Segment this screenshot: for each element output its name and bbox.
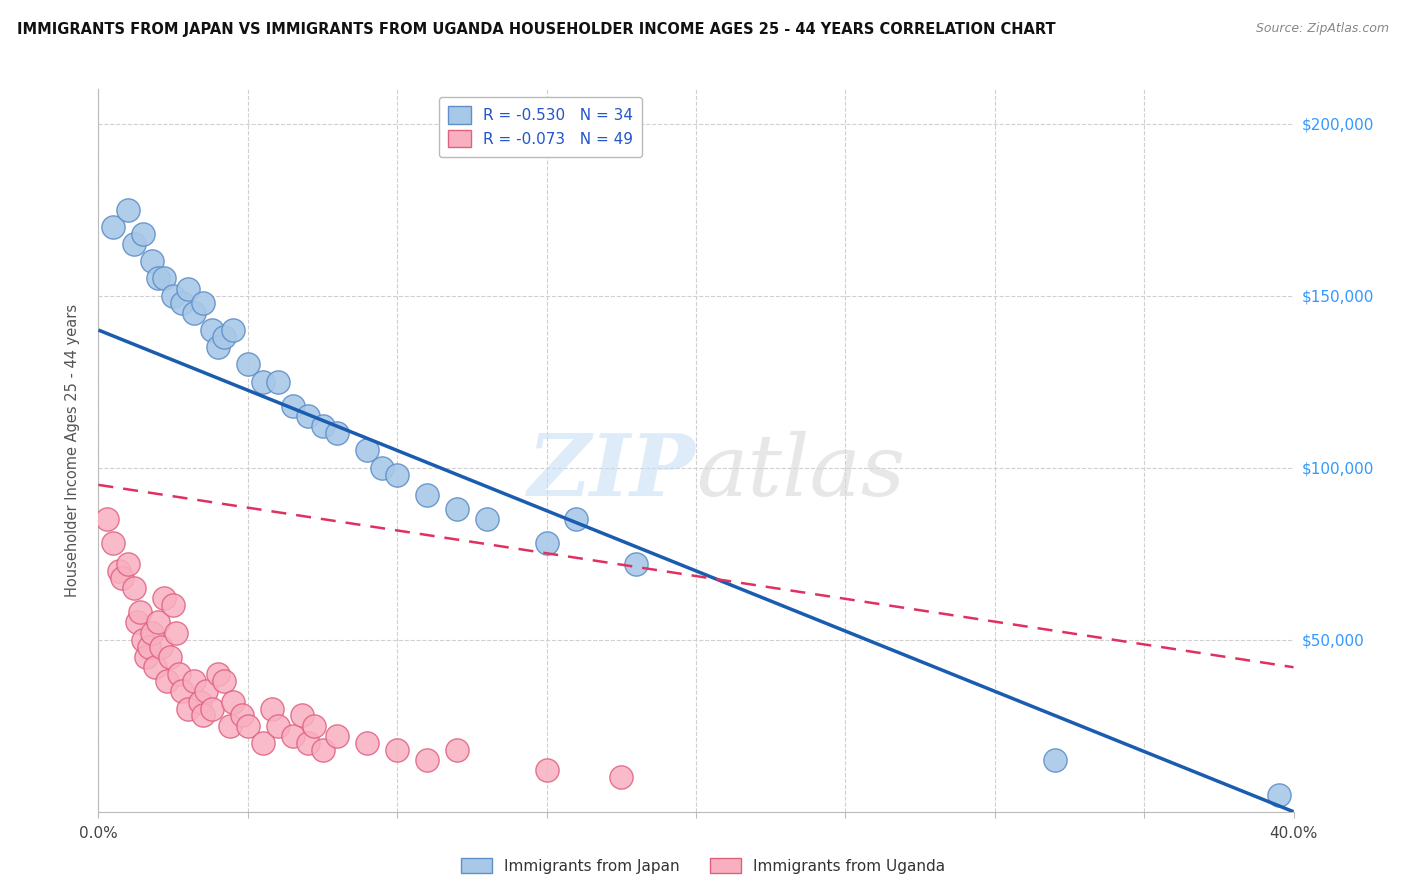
Point [111,571,134,585]
Point [626,557,648,571]
Point [416,753,439,767]
Point [195,684,218,698]
Point [138,640,160,654]
Point [1267,788,1289,802]
Point [153,271,176,285]
Point [191,708,214,723]
Point [165,625,187,640]
Point [143,660,166,674]
Point [124,581,146,595]
Point [326,426,349,441]
Point [172,295,194,310]
Point [153,591,176,606]
Point [222,323,245,337]
Text: IMMIGRANTS FROM JAPAN VS IMMIGRANTS FROM UGANDA HOUSEHOLDER INCOME AGES 25 - 44 : IMMIGRANTS FROM JAPAN VS IMMIGRANTS FROM… [17,22,1056,37]
Point [297,736,319,750]
Point [385,467,409,482]
Point [127,615,149,630]
Point [96,512,118,526]
Point [252,736,274,750]
Point [1043,753,1066,767]
Point [150,640,173,654]
Point [446,502,468,516]
Point [252,375,274,389]
Y-axis label: Householder Income Ages 25 - 44 years: Householder Income Ages 25 - 44 years [65,304,80,597]
Point [103,536,125,550]
Point [356,443,378,458]
Text: atlas: atlas [696,431,905,514]
Point [103,219,125,234]
Point [536,536,558,550]
Point [141,625,163,640]
Point [207,667,229,681]
Point [201,323,224,337]
Point [356,736,378,750]
Point [311,419,333,434]
Point [536,764,558,778]
Point [129,605,152,619]
Point [191,295,214,310]
Legend: R = -0.530   N = 34, R = -0.073   N = 49: R = -0.530 N = 34, R = -0.073 N = 49 [439,97,643,157]
Point [416,488,439,502]
Point [311,743,333,757]
Point [260,701,283,715]
Point [156,673,179,688]
Point [162,288,184,302]
Point [177,282,200,296]
Point [281,399,304,413]
Point [212,330,235,344]
Point [141,254,163,268]
Point [281,729,304,743]
Point [188,695,211,709]
Point [302,719,325,733]
Point [177,701,200,715]
Point [108,564,131,578]
Point [212,673,235,688]
Point [183,306,205,320]
Point [148,271,170,285]
Text: ZIP: ZIP [529,430,696,514]
Point [135,649,157,664]
Point [207,340,229,354]
Point [565,512,588,526]
Point [159,649,181,664]
Point [117,557,139,571]
Point [326,729,349,743]
Point [610,770,633,784]
Point [132,632,155,647]
Point [124,237,146,252]
Point [183,673,205,688]
Point [172,684,194,698]
Point [231,708,253,723]
Point [167,667,190,681]
Point [291,708,314,723]
Point [148,615,170,630]
Point [267,719,290,733]
Point [117,202,139,217]
Text: Source: ZipAtlas.com: Source: ZipAtlas.com [1256,22,1389,36]
Point [297,409,319,423]
Point [475,512,498,526]
Point [219,719,242,733]
Point [162,599,184,613]
Point [236,358,259,372]
Point [132,227,155,241]
Legend: Immigrants from Japan, Immigrants from Uganda: Immigrants from Japan, Immigrants from U… [456,852,950,880]
Point [446,743,468,757]
Point [385,743,409,757]
Point [222,695,245,709]
Point [236,719,259,733]
Point [371,460,394,475]
Point [267,375,290,389]
Point [201,701,224,715]
